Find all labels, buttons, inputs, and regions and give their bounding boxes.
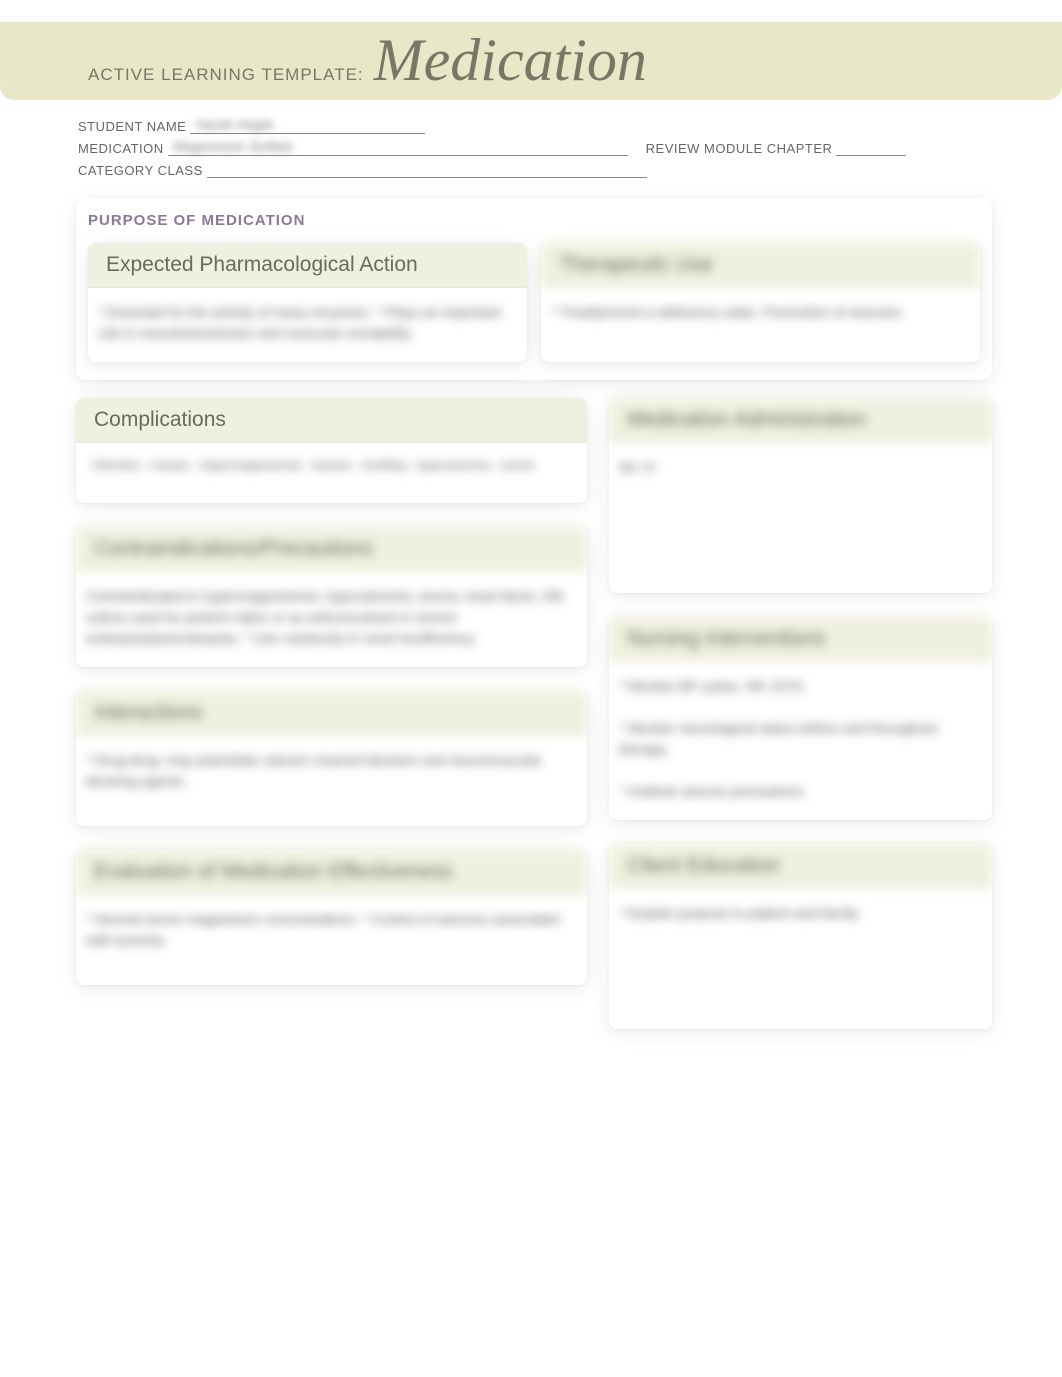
- administration-card: Medication Administration IM, IV: [609, 398, 992, 593]
- medication-field[interactable]: Magnesium Sulfate: [168, 140, 628, 156]
- pharm-action-card: Expected Pharmacological Action * Essent…: [88, 243, 527, 362]
- nursing-interventions-header: Nursing Interventions: [609, 617, 992, 662]
- interactions-card: Interactions * Drug-drug: may potentiate…: [76, 691, 587, 826]
- form-lines: STUDENT NAME Sarah Hagle MEDICATION Magn…: [0, 100, 1062, 178]
- administration-body: IM, IV: [609, 443, 992, 593]
- complications-card: Complications - Diarrhea - cramps - Hype…: [76, 398, 587, 503]
- student-name-value: Sarah Hagle: [196, 117, 274, 132]
- review-chapter-label: REVIEW MODULE CHAPTER: [646, 141, 833, 156]
- contraindications-body: Contraindicated in hypermagnesemia, hypo…: [76, 572, 587, 667]
- contraindications-card: Contraindications/Precautions Contraindi…: [76, 527, 587, 667]
- medication-value: Magnesium Sulfate: [174, 139, 294, 154]
- therapeutic-use-card: Therapeutic Use * Treat/prevent a defici…: [541, 243, 980, 362]
- category-class-field[interactable]: [207, 162, 647, 178]
- evaluation-header: Evaluation of Medication Effectiveness: [76, 850, 587, 895]
- administration-header: Medication Administration: [609, 398, 992, 443]
- client-education-body: * Explain purpose to patient and family.: [609, 889, 992, 1029]
- medication-label: MEDICATION: [78, 141, 164, 156]
- purpose-section-title: PURPOSE OF MEDICATION: [88, 212, 980, 229]
- nursing-interventions-card: Nursing Interventions * Monitor BP, puls…: [609, 617, 992, 820]
- therapeutic-use-header: Therapeutic Use: [541, 243, 980, 288]
- client-education-header: Client Education: [609, 844, 992, 889]
- student-name-field[interactable]: Sarah Hagle: [190, 118, 425, 134]
- evaluation-card: Evaluation of Medication Effectiveness *…: [76, 850, 587, 985]
- interactions-header: Interactions: [76, 691, 587, 736]
- nursing-interventions-body: * Monitor BP, pulse, HR, ECG. * Monitor …: [609, 662, 992, 820]
- therapeutic-use-body: * Treat/prevent a deficiency state. Prev…: [541, 288, 980, 348]
- purpose-outer-card: PURPOSE OF MEDICATION Expected Pharmacol…: [76, 198, 992, 380]
- review-chapter-field[interactable]: [836, 140, 906, 156]
- evaluation-body: * Normal serum magnesium concentrations.…: [76, 895, 587, 985]
- pharm-action-body: * Essential for the activity of many enz…: [88, 288, 527, 362]
- interactions-body: * Drug-drug: may potentiate calcium chan…: [76, 736, 587, 826]
- client-education-card: Client Education * Explain purpose to pa…: [609, 844, 992, 1029]
- complications-header: Complications: [76, 398, 587, 443]
- complications-body: - Diarrhea - cramps - Hypermagnesemia - …: [76, 443, 587, 503]
- category-class-label: CATEGORY CLASS: [78, 163, 203, 178]
- template-title: Medication: [374, 30, 647, 90]
- header-band: ACTIVE LEARNING TEMPLATE: Medication: [0, 0, 1062, 100]
- template-label: ACTIVE LEARNING TEMPLATE:: [88, 65, 364, 85]
- contraindications-header: Contraindications/Precautions: [76, 527, 587, 572]
- pharm-action-header: Expected Pharmacological Action: [88, 243, 527, 288]
- student-name-label: STUDENT NAME: [78, 119, 186, 134]
